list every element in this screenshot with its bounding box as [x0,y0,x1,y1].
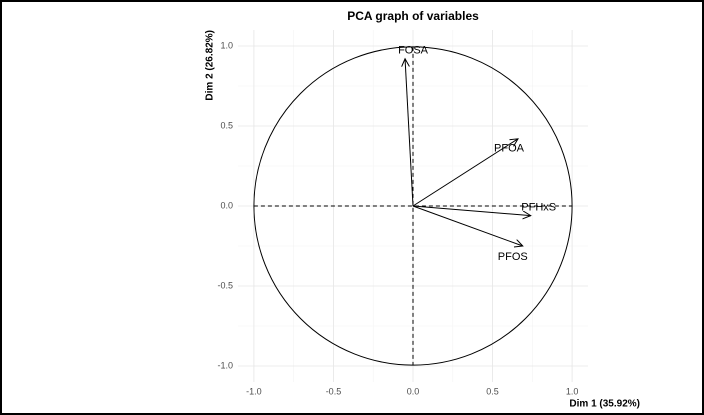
arrow-label: PFOA [494,143,525,155]
y-tick-label: -1.0 [217,360,233,370]
y-tick-label: 0.0 [220,200,233,210]
arrow-label: PFHxS [521,202,556,214]
y-tick-label: 0.5 [220,120,233,130]
x-tick-label: 0.5 [486,386,499,396]
loading-arrow [412,205,523,246]
y-tick-label: -0.5 [217,280,233,290]
y-axis-label: Dim 2 (26.82%) [205,30,216,101]
x-tick-label: -0.5 [326,386,342,396]
x-tick-label: 1.0 [566,386,579,396]
chart-title: PCA graph of variables [347,9,479,23]
x-axis-label: Dim 1 (35.92%) [569,399,640,410]
loading-arrow [405,59,414,207]
x-tick-label: -1.0 [246,386,262,396]
arrow-label: PFOS [498,251,528,263]
loading-arrow [412,205,531,216]
y-tick-label: 1.0 [220,40,233,50]
x-tick-label: 0.0 [407,386,420,396]
arrow-label: FOSA [398,45,429,57]
loading-arrow [412,139,518,207]
